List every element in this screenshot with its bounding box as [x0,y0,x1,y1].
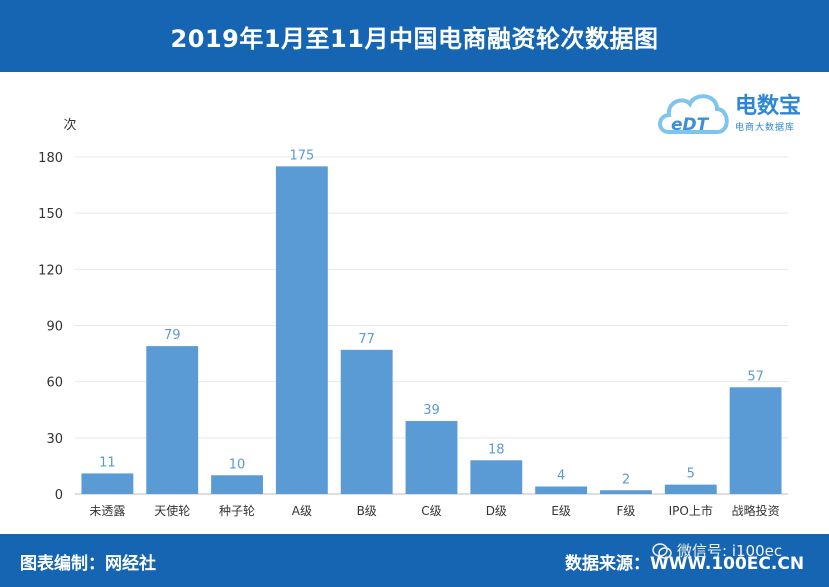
chart-area: 0 30 60 90 120 150 180 次 11 未透露 79 天使轮 10 种子轮 175 A级 77 B… [0,72,829,534]
bar [275,166,328,494]
data-label: 4 [557,469,565,484]
bar [340,349,393,494]
x-tick-label: 种子轮 [219,504,255,518]
bar [600,490,652,494]
watermark-text: 微信号: i100ec [677,542,783,560]
cloud-logo-icon: eDT [658,94,729,135]
x-tick-label: 未透露 [89,504,125,518]
x-tick-label: B级 [357,504,377,518]
bar [146,346,199,494]
x-tick-label: C级 [421,504,441,518]
data-label: 18 [488,442,505,457]
bar [535,486,588,494]
x-tick-label: 战略投资 [732,503,780,518]
y-tick-label: 180 [38,151,63,166]
x-tick-label: E级 [551,504,571,518]
bar [664,484,717,494]
bar [729,387,782,494]
wechat-icon [652,542,672,559]
data-label: 5 [687,467,695,482]
logo-subtitle: 电商大数据库 [735,123,796,133]
y-tick-label: 150 [38,207,63,222]
y-tick-label: 120 [38,263,63,278]
bar [405,420,458,494]
data-label: 10 [229,457,246,472]
y-axis-label: 次 [63,117,76,133]
x-tick-label: 天使轮 [154,503,190,518]
logo-brand: 电数宝 [735,94,802,119]
x-tick-label: F级 [617,504,636,518]
bar [81,473,134,494]
x-tick-label: A级 [292,504,312,518]
footer-credit: 图表编制：网经社 [20,554,156,574]
data-label: 11 [99,455,116,470]
data-label: 2 [622,472,630,487]
page-title: 2019年1月至11月中国电商融资轮次数据图 [170,24,659,53]
data-label: 77 [358,332,375,347]
data-label: 57 [747,369,764,384]
bar-chart: 0 30 60 90 120 150 180 次 11 未透露 79 天使轮 10 种子轮 175 A级 77 B… [38,117,788,518]
logo-mark: eDT [671,115,710,135]
y-tick-label: 60 [46,376,63,391]
data-label: 175 [289,148,314,163]
footer-bar: 图表编制：网经社 数据来源：WWW.100EC.CN [0,534,829,587]
bar [470,460,523,494]
data-label: 79 [164,328,181,343]
wechat-watermark: 微信号: i100ec [652,540,782,561]
y-tick-label: 90 [46,320,63,335]
y-tick-label: 30 [46,432,63,447]
data-label: 39 [423,403,440,418]
header-bar: 2019年1月至11月中国电商融资轮次数据图 [0,0,829,72]
x-tick-label: IPO上市 [669,503,713,518]
bar [211,475,263,494]
x-tick-label: D级 [486,504,507,518]
footer-source: 数据来源：WWW.100EC.CN [565,554,805,574]
edt-logo: eDT 电数宝 电商大数据库 [655,82,825,142]
y-tick-label: 0 [55,488,63,503]
